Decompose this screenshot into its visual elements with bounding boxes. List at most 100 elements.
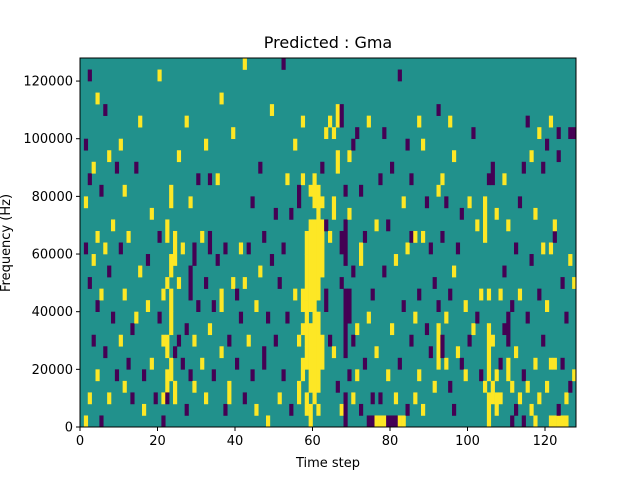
heatmap-cell [308,184,313,197]
heatmap-cell [134,311,139,324]
heatmap-cell [537,127,542,140]
heatmap-cell [312,346,317,359]
heatmap-cell [273,334,278,347]
heatmap-cell [281,369,286,382]
heatmap-cell [223,403,228,416]
heatmap-cell [386,369,391,382]
heatmap-cell [386,219,391,232]
heatmap-cell [378,415,383,428]
heatmap-cell [335,150,340,174]
heatmap-cell [184,115,189,128]
heatmap-cell [486,392,492,428]
heatmap-cell [537,288,542,301]
heatmap-cell [122,288,127,301]
heatmap-cell [273,207,278,220]
heatmap-cell [366,311,371,324]
heatmap-cell [459,357,464,370]
heatmap-cell [304,300,309,324]
heatmap-cell [351,138,356,151]
heatmap-cell [165,277,170,289]
heatmap-cell [405,403,410,416]
heatmap-cell [130,392,135,405]
heatmap-cell [545,300,550,312]
heatmap-cell [211,300,216,312]
heatmap-cell [87,69,92,82]
heatmap-cell [207,230,213,255]
y-tick-label: 20000 [32,363,73,378]
heatmap-cell [510,380,515,393]
heatmap-cell [564,415,569,428]
heatmap-cell [463,369,468,382]
y-tick-label: 0 [65,421,73,436]
x-tick-label: 0 [76,434,84,449]
heatmap-cell [126,230,131,243]
heatmap-cell [448,288,453,301]
heatmap-cell [157,230,162,243]
heatmap-cell [192,242,197,266]
heatmap-cell [514,346,519,359]
heatmap-cell [506,357,511,382]
heatmap-cell [328,115,333,128]
heatmap-cell [545,138,550,151]
heatmap-cell [169,288,174,312]
heatmap-cell [436,184,441,197]
heatmap-cell [122,184,127,197]
heatmap-cell [118,242,123,255]
heatmap-cell [521,415,526,428]
heatmap-cell [448,380,453,393]
x-tick-label: 80 [382,434,399,449]
heatmap-cell [359,403,364,416]
heatmap-cell [397,69,402,82]
heatmap-cell [444,196,449,209]
heatmap-cell [525,380,530,393]
heatmap-cell [452,150,457,163]
heatmap-cell [494,207,499,220]
heatmap-cell [382,265,387,278]
heatmap-cell [207,323,213,336]
heatmap-cell [231,127,236,140]
heatmap-cell [211,369,216,382]
x-tick-label: 60 [304,434,321,449]
heatmap-cell [169,184,174,209]
heatmap-cell [126,357,131,370]
heatmap-cell [114,369,120,382]
heatmap-cell [138,265,143,278]
heatmap-cell [246,334,251,347]
heatmap-cell [510,415,515,428]
heatmap-cell [397,357,402,370]
heatmap-cell [207,173,213,186]
heatmap-cell [99,184,104,197]
heatmap-cell [316,184,321,220]
heatmap-cell [479,369,484,382]
heatmap-cell [409,230,414,243]
heatmap-cell [219,92,224,105]
heatmap-cell [250,369,255,382]
heatmap-cell [413,392,418,405]
heatmap-cell [502,323,507,336]
heatmap-cell [238,311,244,324]
heatmap-cell [331,346,337,359]
heatmap-cell [300,357,306,382]
y-tick-label: 120000 [23,75,73,90]
heatmap-cell [328,230,333,243]
heatmap-cell [374,219,379,232]
heatmap-cell [355,127,360,140]
heatmap-cell [486,323,492,382]
heatmap-cell [347,207,352,220]
heatmap-cell [180,242,185,255]
heatmap-cell [393,392,399,405]
heatmap-cell [269,104,275,116]
heatmap-cell [184,323,189,336]
heatmap-cell [134,161,139,174]
heatmap-cell [455,346,461,359]
heatmap-cell [219,288,224,312]
heatmap-cell [405,138,410,151]
heatmap-cell [118,334,123,347]
heatmap-cell [568,254,573,266]
heatmap-cell [304,392,309,416]
heatmap-cell [359,184,364,197]
heatmap-cell [142,369,147,382]
heatmap-cell [556,127,561,140]
heatmap-cell [320,334,325,370]
heatmap-cell [564,311,569,324]
